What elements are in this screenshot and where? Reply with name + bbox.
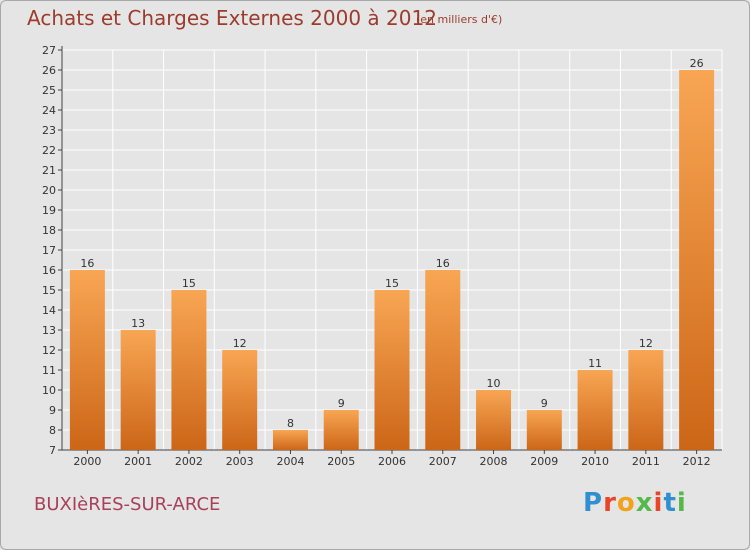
data-label: 16 bbox=[80, 257, 94, 270]
data-label: 13 bbox=[131, 317, 145, 330]
x-tick-label: 2010 bbox=[581, 455, 609, 468]
logo-letter: P bbox=[583, 488, 604, 518]
x-tick-label: 2006 bbox=[378, 455, 406, 468]
bar-2012 bbox=[679, 70, 715, 450]
bar-2009 bbox=[526, 410, 562, 450]
chart-subtitle: (en milliers d'€) bbox=[416, 13, 503, 26]
x-tick-label: 2009 bbox=[530, 455, 558, 468]
bar-2000 bbox=[69, 270, 105, 450]
chart-title: Achats et Charges Externes 2000 à 2012 bbox=[27, 6, 437, 30]
y-tick-label: 23 bbox=[42, 124, 56, 137]
x-tick-label: 2004 bbox=[276, 455, 304, 468]
x-tick-label: 2005 bbox=[327, 455, 355, 468]
data-label: 11 bbox=[588, 357, 602, 370]
y-tick-label: 27 bbox=[42, 44, 56, 57]
axes: 7 8 9 10 11 12 13 14 15 16 17 18 19 20 21 22 23 24 25 26 27 2… bbox=[42, 44, 722, 468]
x-tick-label: 2011 bbox=[632, 455, 660, 468]
y-tick-label: 21 bbox=[42, 164, 56, 177]
logo-letter: r bbox=[603, 488, 617, 518]
data-label: 16 bbox=[436, 257, 450, 270]
bar-2008 bbox=[476, 390, 512, 450]
y-tick-label: 18 bbox=[42, 224, 56, 237]
data-label: 10 bbox=[487, 377, 501, 390]
data-label: 12 bbox=[233, 337, 247, 350]
bar-2011 bbox=[628, 350, 664, 450]
y-tick-label: 10 bbox=[42, 384, 56, 397]
bars bbox=[69, 70, 715, 450]
bar-2006 bbox=[374, 290, 410, 450]
y-tick-label: 8 bbox=[49, 424, 56, 437]
y-tick-label: 25 bbox=[42, 84, 56, 97]
data-label: 15 bbox=[182, 277, 196, 290]
data-label: 15 bbox=[385, 277, 399, 290]
x-tick-label: 2003 bbox=[226, 455, 254, 468]
y-tick-label: 14 bbox=[42, 304, 56, 317]
proxiti-logo: Proxiti bbox=[583, 488, 687, 518]
y-tick-label: 15 bbox=[42, 284, 56, 297]
data-label: 9 bbox=[338, 397, 345, 410]
bar-2002 bbox=[171, 290, 207, 450]
data-label: 26 bbox=[690, 57, 704, 70]
x-tick-label: 2007 bbox=[429, 455, 457, 468]
y-tick-label: 22 bbox=[42, 144, 56, 157]
y-tick-label: 9 bbox=[49, 404, 56, 417]
bar-2005 bbox=[323, 410, 359, 450]
logo-letter: t bbox=[663, 488, 677, 518]
logo-letter: x bbox=[635, 488, 654, 518]
data-label: 9 bbox=[541, 397, 548, 410]
logo-letter: i bbox=[653, 488, 664, 518]
y-tick-label: 16 bbox=[42, 264, 56, 277]
y-tick-label: 7 bbox=[49, 444, 56, 457]
bar-2004 bbox=[272, 430, 308, 450]
bar-2003 bbox=[222, 350, 258, 450]
data-labels: 16 13 15 12 8 9 15 16 10 9 11 12 26 bbox=[80, 57, 703, 430]
logo-letter: o bbox=[616, 488, 636, 518]
data-label: 12 bbox=[639, 337, 653, 350]
y-tick-label: 26 bbox=[42, 64, 56, 77]
bar-2007 bbox=[425, 270, 461, 450]
x-tick-label: 2000 bbox=[73, 455, 101, 468]
y-tick-label: 19 bbox=[42, 204, 56, 217]
bar-2001 bbox=[120, 330, 156, 450]
y-tick-label: 11 bbox=[42, 364, 56, 377]
x-tick-label: 2002 bbox=[175, 455, 203, 468]
y-tick-label: 12 bbox=[42, 344, 56, 357]
logo-letter: i bbox=[676, 488, 687, 518]
y-tick-label: 24 bbox=[42, 104, 56, 117]
x-tick-label: 2001 bbox=[124, 455, 152, 468]
x-tick-label: 2008 bbox=[480, 455, 508, 468]
y-tick-label: 13 bbox=[42, 324, 56, 337]
x-tick-label: 2012 bbox=[683, 455, 711, 468]
data-label: 8 bbox=[287, 417, 294, 430]
bar-2010 bbox=[577, 370, 613, 450]
y-tick-label: 17 bbox=[42, 244, 56, 257]
commune-name: BUXIèRES-SUR-ARCE bbox=[34, 494, 221, 515]
y-tick-label: 20 bbox=[42, 184, 56, 197]
